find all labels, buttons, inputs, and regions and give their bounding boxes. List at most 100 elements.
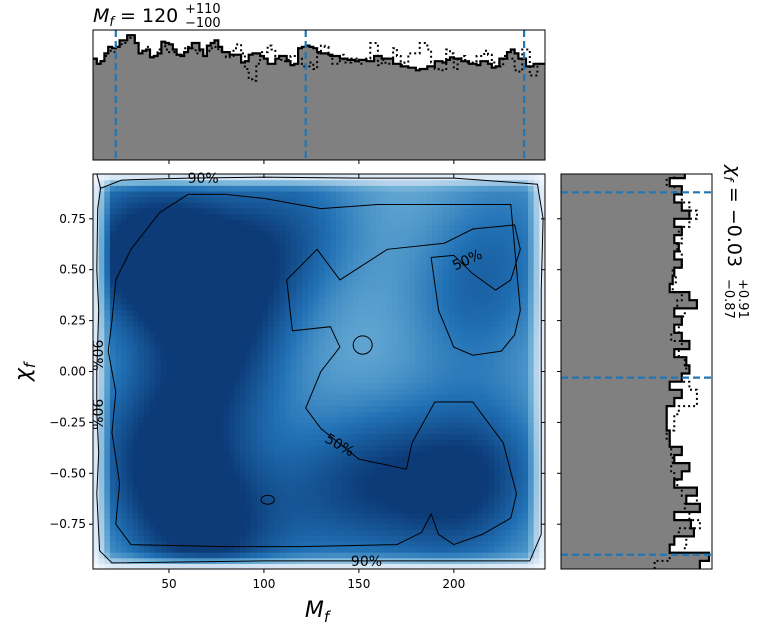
heatmap-cell — [279, 535, 286, 542]
heatmap-cell — [307, 332, 314, 339]
heatmap-cell — [189, 185, 196, 192]
heatmap-cell — [330, 490, 337, 497]
heatmap-cell — [426, 523, 433, 531]
heatmap-cell — [364, 219, 371, 226]
heatmap-cell — [307, 540, 314, 548]
heatmap-cell — [403, 360, 410, 367]
heatmap-cell — [398, 461, 405, 469]
heatmap-cell — [347, 258, 354, 265]
heatmap-cell — [285, 258, 292, 265]
heatmap-cell — [488, 213, 495, 220]
heatmap-cell — [330, 467, 337, 474]
heatmap-cell — [381, 456, 388, 463]
heatmap-cell — [93, 484, 100, 491]
heatmap-cell — [217, 382, 224, 390]
heatmap-cell — [273, 540, 281, 548]
heatmap-cell — [183, 546, 190, 553]
heatmap-cell — [488, 371, 495, 378]
heatmap-cell — [381, 512, 388, 519]
heatmap-cell — [477, 529, 484, 536]
heatmap-cell — [381, 377, 388, 384]
heatmap-cell — [386, 490, 394, 497]
heatmap-cell — [477, 563, 484, 569]
heatmap-cell — [115, 190, 122, 198]
heatmap-cell — [211, 230, 218, 237]
heatmap-cell — [262, 506, 269, 514]
heatmap-cell — [109, 258, 117, 265]
heatmap-cell — [335, 309, 343, 316]
heatmap-cell — [98, 286, 105, 294]
heatmap-cell — [194, 269, 201, 277]
heatmap-cell — [143, 456, 151, 463]
heatmap-cell — [93, 320, 100, 327]
heatmap-cell — [206, 467, 213, 474]
heatmap-cell — [398, 478, 405, 485]
heatmap-cell — [132, 360, 139, 367]
heatmap-cell — [155, 478, 162, 485]
heatmap-cell — [381, 484, 388, 491]
heatmap-cell — [285, 546, 292, 553]
heatmap-cell — [228, 224, 235, 232]
heatmap-cell — [121, 326, 128, 333]
heatmap-cell — [335, 506, 343, 514]
heatmap-cell — [262, 563, 269, 569]
heatmap-cell — [217, 196, 224, 203]
heatmap-cell — [443, 286, 450, 294]
heatmap-cell — [415, 213, 422, 220]
heatmap-cell — [330, 377, 337, 384]
heatmap-cell — [93, 326, 100, 333]
heatmap-cell — [166, 281, 173, 288]
heatmap-cell — [471, 512, 478, 519]
heatmap-cell — [279, 230, 286, 237]
heatmap-cell — [307, 298, 314, 305]
heatmap-cell — [155, 444, 162, 452]
heatmap-cell — [245, 546, 252, 553]
heatmap-cell — [426, 337, 433, 344]
heatmap-cell — [143, 529, 151, 536]
heatmap-cell — [200, 230, 207, 237]
heatmap-cell — [268, 281, 275, 288]
heatmap-cell — [206, 501, 213, 508]
heatmap-cell — [121, 275, 128, 282]
heatmap-cell — [319, 348, 326, 356]
heatmap-cell — [369, 241, 377, 248]
heatmap-cell — [138, 484, 145, 491]
heatmap-cell — [330, 365, 337, 373]
heatmap-cell — [132, 365, 139, 373]
heatmap-cell — [222, 557, 230, 564]
heatmap-cell — [415, 529, 422, 536]
heatmap-cell — [381, 382, 388, 390]
heatmap-cell — [341, 422, 348, 429]
heatmap-cell — [149, 348, 156, 356]
heatmap-cell — [149, 461, 156, 469]
heatmap-cell — [126, 275, 134, 282]
heatmap-cell — [409, 540, 416, 548]
heatmap-cell — [324, 467, 331, 474]
heatmap-cell — [415, 315, 422, 322]
heatmap-cell — [409, 354, 416, 361]
heatmap-cell — [471, 495, 478, 502]
heatmap-cell — [104, 213, 111, 220]
heatmap-cell — [302, 275, 309, 282]
heatmap-cell — [403, 473, 410, 480]
heatmap-cell — [285, 236, 292, 243]
heatmap-cell — [189, 382, 196, 390]
heatmap-cell — [488, 478, 495, 485]
heatmap-cell — [222, 495, 230, 502]
heatmap-cell — [239, 320, 247, 327]
heatmap-cell — [392, 399, 399, 406]
heatmap-cell — [109, 202, 117, 209]
heatmap-cell — [302, 253, 309, 260]
heatmap-cell — [313, 433, 320, 440]
heatmap-cell — [109, 394, 117, 401]
heatmap-cell — [239, 179, 247, 186]
heatmap-cell — [335, 337, 343, 344]
heatmap-cell — [273, 563, 281, 569]
heatmap-cell — [296, 343, 303, 350]
heatmap-cell — [409, 388, 416, 395]
heatmap-cell — [273, 190, 281, 198]
heatmap-cell — [109, 275, 117, 282]
heatmap-cell — [189, 546, 196, 553]
heatmap-cell — [222, 179, 230, 186]
heatmap-cell — [415, 394, 422, 401]
